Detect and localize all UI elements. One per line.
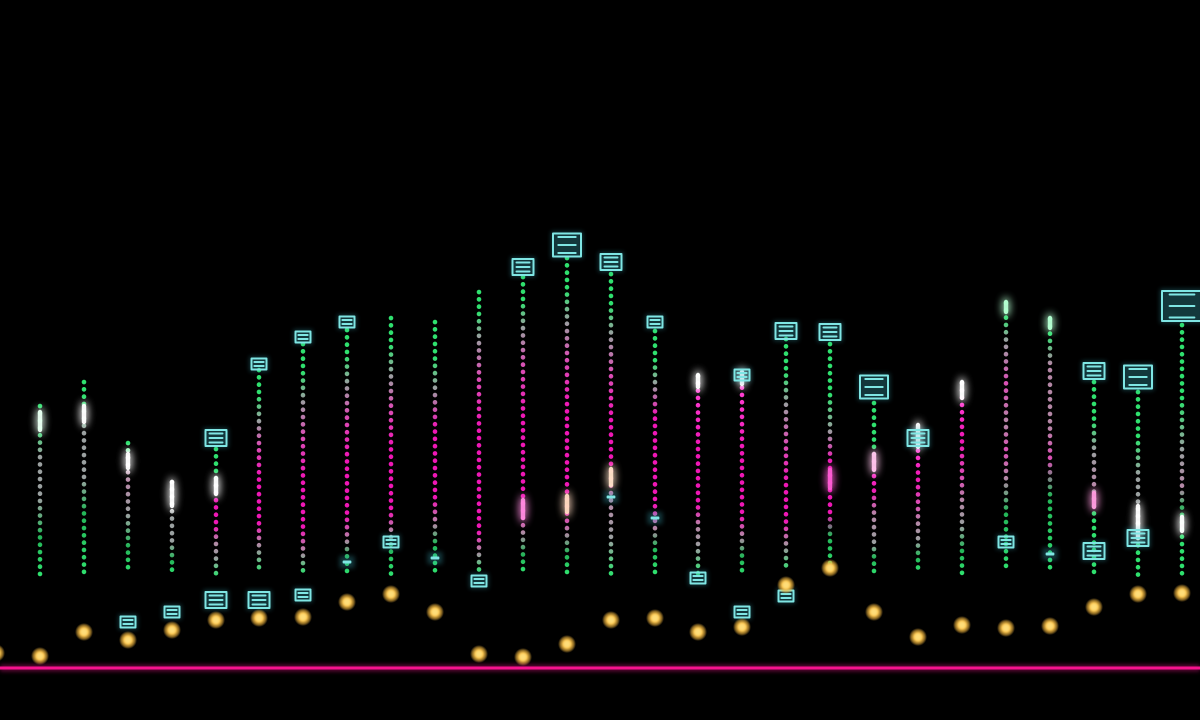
peak-marker-icon: [773, 321, 799, 341]
wave-dot: [0, 644, 5, 662]
spectrum-column: [167, 477, 177, 577]
baseline: [0, 666, 1200, 670]
spectrum-column: [123, 440, 133, 576]
spectrum-column: [737, 367, 747, 580]
peak-marker-icon: [1160, 289, 1200, 323]
spectrum-column: [606, 271, 616, 578]
wave-dot: [909, 628, 927, 646]
tick-marker-icon: [647, 512, 663, 524]
tick-marker-icon: [1042, 548, 1058, 560]
peak-marker-icon: [905, 428, 931, 448]
peak-marker-icon: [1081, 361, 1107, 381]
peak-marker-icon: [249, 356, 269, 372]
spectrum-column: [693, 370, 703, 577]
spectrum-column: [1045, 313, 1055, 576]
peak-marker-icon: [858, 373, 890, 401]
peak-marker-icon: [551, 231, 583, 259]
wave-dot: [514, 648, 532, 666]
wave-dot: [338, 593, 356, 611]
wave-dot: [865, 603, 883, 621]
tick-marker-icon: [427, 552, 443, 564]
wave-dots: [0, 559, 1191, 666]
wave-dot: [207, 611, 225, 629]
wave-dot: [75, 623, 93, 641]
wave-dot: [821, 559, 839, 577]
spectrum-column: [211, 446, 221, 580]
wave-dot: [31, 647, 49, 665]
wave-dot: [294, 608, 312, 626]
wave-dot: [558, 635, 576, 653]
wave-dot: [689, 623, 707, 641]
tick-marker-icon: [1081, 541, 1107, 561]
tick-marker-icon: [162, 604, 182, 620]
spectrum-column: [957, 377, 967, 576]
spectrum-column: [562, 255, 572, 576]
tick-marker-icon: [381, 534, 401, 550]
tick-marker-icon: [732, 604, 752, 620]
wave-dot: [426, 603, 444, 621]
wave-dot: [1085, 598, 1103, 616]
spectrum-column: [825, 341, 835, 573]
peak-marker-icon: [1122, 363, 1154, 391]
wave-dot: [602, 611, 620, 629]
tick-marker-icon: [246, 590, 272, 610]
spectrum-column: [869, 400, 879, 578]
peak-marker-icon: [293, 329, 313, 345]
wave-dot: [997, 619, 1015, 637]
peak-marker-icon: [598, 252, 624, 272]
peak-marker-icon: [817, 322, 843, 342]
wave-dot: [119, 631, 137, 649]
wave-dot: [250, 609, 268, 627]
tick-marker-icon: [688, 570, 708, 586]
tick-marker-icon: [339, 556, 355, 568]
peak-marker-icon: [203, 428, 229, 448]
tick-marker-icon: [996, 534, 1016, 550]
spectrum-column: [35, 403, 45, 577]
wave-dot: [382, 585, 400, 603]
peak-marker-icon: [645, 314, 665, 330]
peak-marker-icon: [337, 314, 357, 330]
spectrum-column: [1177, 322, 1187, 578]
wave-dot: [163, 621, 181, 639]
wave-dot: [953, 616, 971, 634]
tick-marker-icon: [203, 590, 229, 610]
wave-dot: [470, 645, 488, 663]
spectrum-column: [1001, 297, 1011, 575]
spectrum-column: [79, 379, 89, 577]
tick-marker-icon: [1125, 528, 1151, 548]
wave-dot: [1173, 584, 1191, 602]
spectrum-column: [518, 274, 528, 576]
wave-dot: [1129, 585, 1147, 603]
tick-marker-icon: [469, 573, 489, 589]
peak-marker-icon: [510, 257, 536, 277]
wave-dot: [733, 618, 751, 636]
tick-marker-icon: [118, 614, 138, 630]
peak-marker-icon: [732, 367, 752, 383]
tick-marker-icon: [293, 587, 313, 603]
tick-marker-icon: [603, 491, 619, 503]
wave-dot: [777, 576, 795, 594]
wave-dot: [1041, 617, 1059, 635]
wave-dot: [646, 609, 664, 627]
